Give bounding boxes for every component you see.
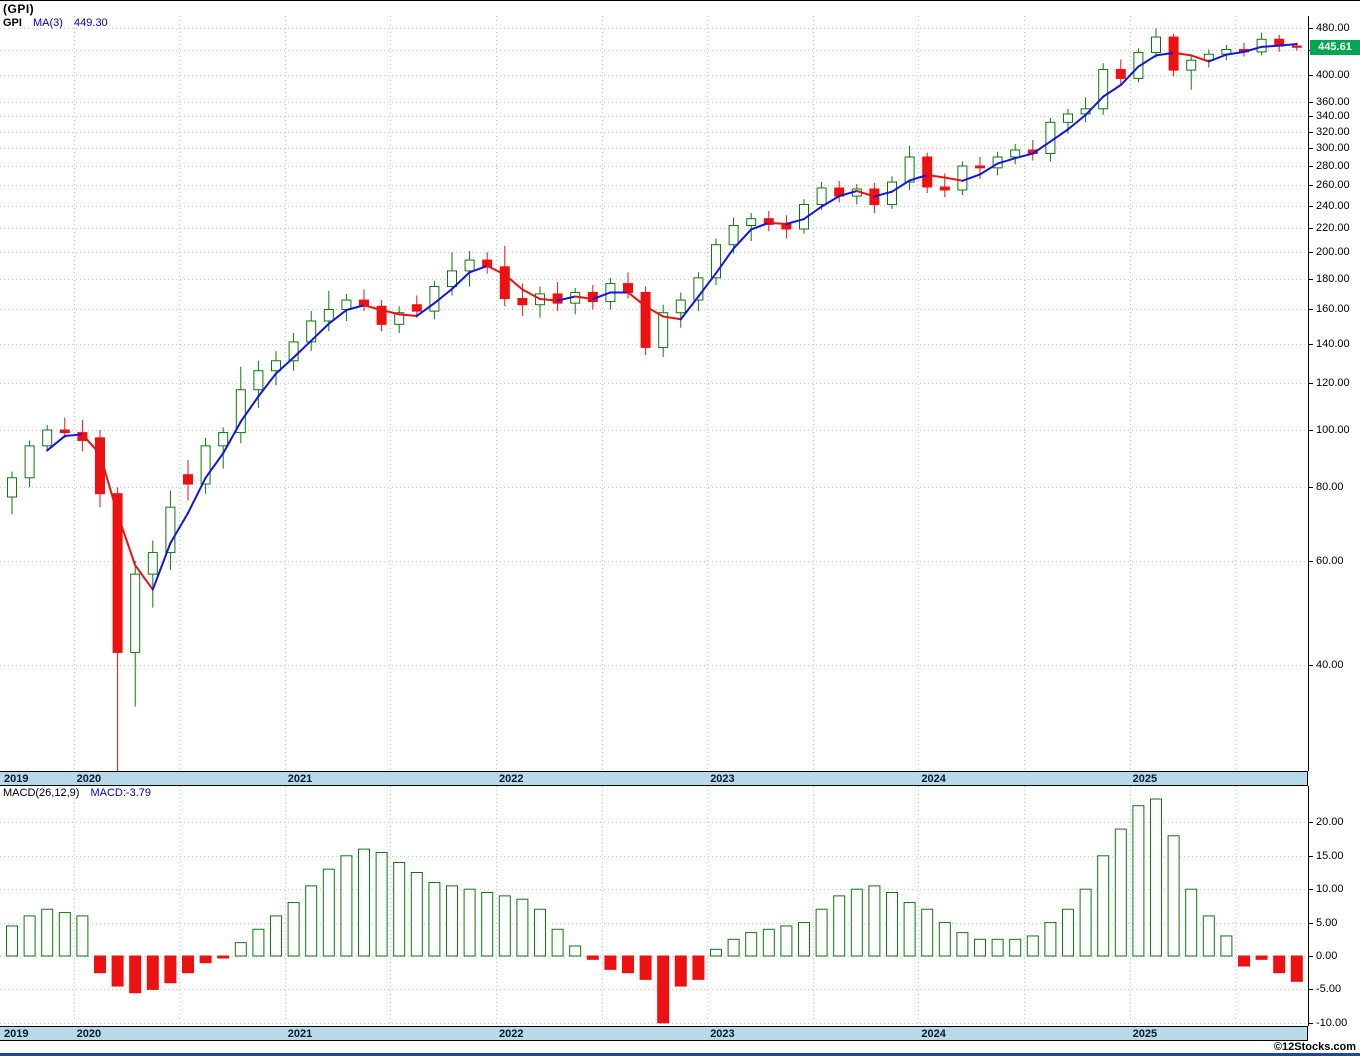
axis-tick <box>1309 148 1313 150</box>
macd-indicator-label: MACD(26,12,9) <box>3 787 80 799</box>
price-axis-label: 300.00 <box>1316 142 1350 155</box>
axis-tick <box>1309 205 1313 207</box>
axis-tick <box>1309 922 1313 924</box>
price-axis-label: 60.00 <box>1316 554 1344 567</box>
year-label: 2022 <box>499 773 524 785</box>
price-axis-label: 480.00 <box>1316 21 1350 34</box>
footer: ©12Stocks.com <box>0 1041 1360 1053</box>
price-axis-label: 260.00 <box>1316 179 1350 191</box>
price-axis-label: 240.00 <box>1316 199 1350 212</box>
year-label: 2021 <box>287 1028 313 1040</box>
axis-tick <box>1309 227 1313 229</box>
year-label: 2024 <box>921 1028 946 1040</box>
axis-tick <box>1309 185 1313 186</box>
ma-value: 449.30 <box>74 17 108 29</box>
axis-tick <box>1309 116 1313 118</box>
macd-axis-label: 0.00 <box>1316 950 1338 962</box>
macd-axis: 20.00 15.00 10.00 5.00 0.00 -5.00 -10.00 <box>1308 786 1360 1029</box>
axis-tick <box>1309 664 1313 666</box>
axis-tick <box>1309 822 1313 824</box>
price-axis-label: 40.00 <box>1316 658 1344 671</box>
axis-tick <box>1309 343 1313 345</box>
axis-tick <box>1309 252 1313 254</box>
axis-tick <box>1309 166 1313 167</box>
price-axis-label: 160.00 <box>1316 303 1350 316</box>
year-label: 2025 <box>1132 1028 1158 1040</box>
price-axis-label: 100.00 <box>1316 424 1350 436</box>
macd-axis-label: 10.00 <box>1316 883 1344 896</box>
last-price-value: 445.61 <box>1318 40 1352 53</box>
year-label: 2021 <box>287 773 313 785</box>
axis-tick <box>1309 889 1313 891</box>
price-axis-label: 340.00 <box>1316 110 1350 123</box>
watermark: ©12Stocks.com <box>1273 1041 1356 1053</box>
price-axis-label: 280.00 <box>1316 160 1350 172</box>
year-label: 2023 <box>710 773 735 785</box>
axis-tick <box>1309 101 1313 103</box>
axis-tick <box>1309 74 1313 76</box>
title-bar: (GPI) <box>0 1 1360 16</box>
ma3-line <box>46 43 1298 591</box>
time-axis-bottom: 2019 2020 2021 2022 2023 2024 2025 <box>0 1026 1308 1041</box>
macd-current-value: MACD:-3.79 <box>90 787 152 799</box>
page-title: (GPI) <box>3 2 35 16</box>
axis-tick <box>1309 989 1313 991</box>
year-label: 2020 <box>76 1028 102 1040</box>
price-gridlines <box>0 16 1308 771</box>
price-axis-label: 140.00 <box>1316 337 1350 350</box>
price-axis-label: 200.00 <box>1316 246 1350 259</box>
price-axis-label: 180.00 <box>1316 273 1350 286</box>
price-axis-label: 220.00 <box>1316 221 1350 234</box>
price-axis-label: 400.00 <box>1316 68 1350 81</box>
axis-tick <box>1309 1022 1313 1024</box>
macd-axis-label: 5.00 <box>1316 916 1338 929</box>
year-label: 2019 <box>4 773 29 785</box>
macd-axis-label: 15.00 <box>1316 849 1344 862</box>
ma-label: MA(3) <box>33 17 63 29</box>
macd-axis-label: -10.00 <box>1316 1016 1348 1029</box>
year-label: 2025 <box>1132 773 1158 785</box>
axis-tick <box>1309 131 1313 133</box>
year-label: 2022 <box>499 1028 524 1040</box>
macd-axis-label: 20.00 <box>1316 816 1344 829</box>
year-label: 2019 <box>4 1028 29 1040</box>
year-label: 2020 <box>76 773 102 785</box>
axis-tick <box>1309 487 1313 489</box>
axis-tick <box>1309 560 1313 562</box>
symbol-label: GPI <box>3 17 22 29</box>
year-label: 2023 <box>710 1028 735 1040</box>
price-panel: GPI MA(3) 449.30 <box>0 16 1308 771</box>
macd-legend: MACD(26,12,9) MACD:-3.79 <box>3 787 151 799</box>
macd-axis-label: -5.00 <box>1316 983 1342 996</box>
axis-tick <box>1309 27 1313 29</box>
price-chart-canvas <box>0 16 1308 771</box>
macd-panel: MACD(26,12,9) MACD:-3.79 <box>0 786 1308 1026</box>
price-legend: GPI MA(3) 449.30 <box>3 17 108 29</box>
price-axis-label: 120.00 <box>1316 377 1350 390</box>
macd-chart-canvas <box>0 786 1308 1026</box>
macd-histogram <box>6 798 1303 1024</box>
axis-tick <box>1309 855 1313 857</box>
time-axis-top: 2019 2020 2021 2022 2023 2024 2025 <box>0 771 1308 786</box>
price-axis-label: 80.00 <box>1316 481 1344 494</box>
year-label: 2024 <box>921 773 946 785</box>
price-axis-label: 360.00 <box>1316 95 1350 108</box>
price-axis-label: 320.00 <box>1316 125 1350 138</box>
axis-tick <box>1309 383 1313 385</box>
candlesticks <box>7 28 1302 771</box>
axis-tick <box>1309 279 1313 281</box>
axis-tick <box>1309 309 1313 311</box>
macd-gridlines <box>0 786 1308 1026</box>
axis-tick <box>1309 956 1313 957</box>
price-axis: 445.61 40.00 60.00 80.00 100.00 120.00 140.00… <box>1308 16 1360 771</box>
last-price-box: 445.61 <box>1310 39 1360 55</box>
bottom-accent-bar <box>0 1053 1360 1056</box>
axis-tick <box>1309 430 1313 431</box>
